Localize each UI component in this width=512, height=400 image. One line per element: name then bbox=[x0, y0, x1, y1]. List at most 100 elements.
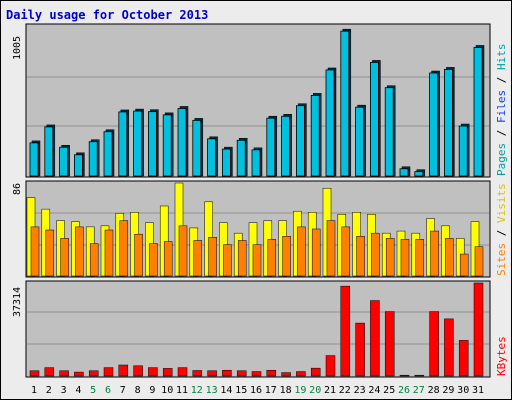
sites-bar bbox=[459, 253, 469, 277]
x-tick-label: 20 bbox=[309, 385, 321, 396]
hits-bar bbox=[133, 110, 143, 177]
kbytes-bar bbox=[444, 318, 454, 377]
x-tick-label: 14 bbox=[220, 385, 232, 396]
hits-bar bbox=[281, 115, 291, 177]
sites-bar bbox=[104, 229, 114, 277]
sites-bar bbox=[282, 236, 291, 277]
kbytes-bar bbox=[355, 322, 365, 377]
svg-text:KBytes: KBytes bbox=[495, 336, 508, 376]
x-tick-label: 1 bbox=[31, 385, 37, 396]
sites-bar bbox=[193, 240, 203, 277]
sites-bar bbox=[178, 225, 188, 277]
sites-bar bbox=[208, 237, 217, 277]
kbytes-bar bbox=[44, 367, 55, 377]
hits-bar bbox=[310, 94, 320, 177]
kbytes-bar bbox=[207, 370, 217, 377]
sites-bar bbox=[326, 220, 336, 277]
hits-bar bbox=[44, 126, 54, 177]
hits-bar bbox=[355, 106, 365, 177]
sites-bar bbox=[30, 226, 40, 277]
sites-bar bbox=[119, 220, 129, 277]
kbytes-bar bbox=[251, 371, 262, 377]
x-tick-label: 25 bbox=[383, 385, 395, 396]
sites-bar bbox=[89, 243, 99, 277]
chart-title: Daily usage for October 2013 bbox=[6, 8, 209, 22]
hits-bar bbox=[74, 154, 83, 177]
legend-files: Files bbox=[495, 90, 508, 123]
sites-bar bbox=[445, 238, 454, 277]
kbytes-bar bbox=[266, 369, 277, 377]
kbytes-bar bbox=[192, 370, 203, 377]
hits-bar bbox=[147, 111, 157, 177]
kbytes-bar bbox=[74, 371, 84, 377]
kbytes-bar bbox=[281, 372, 291, 377]
sites-bar bbox=[267, 239, 277, 277]
kbytes-bar bbox=[29, 370, 40, 377]
visits-ymax-label: 86 bbox=[12, 183, 23, 195]
hits-ymax-label: 1005 bbox=[12, 36, 23, 60]
sites-bar bbox=[400, 239, 410, 277]
hits-bar bbox=[177, 108, 187, 177]
kbytes-bar bbox=[59, 370, 69, 377]
x-tick-label: 15 bbox=[235, 385, 247, 396]
kbytes-bar bbox=[148, 367, 158, 377]
kbytes-bar bbox=[458, 340, 469, 377]
kbytes-bar bbox=[473, 282, 484, 377]
x-tick-label: 17 bbox=[265, 385, 277, 396]
x-tick-label: 13 bbox=[206, 385, 218, 396]
sites-bar bbox=[163, 241, 173, 277]
sites-bar bbox=[237, 240, 247, 277]
kbytes-bar bbox=[310, 367, 321, 377]
hits-bar bbox=[414, 171, 424, 177]
x-tick-label: 2 bbox=[46, 385, 52, 396]
hits-bar bbox=[221, 148, 231, 177]
x-tick-label: 26 bbox=[398, 385, 410, 396]
svg-text:Sites / Visits: Sites / Visits bbox=[495, 183, 508, 276]
hits-bar bbox=[118, 111, 128, 177]
hits-bar bbox=[251, 149, 261, 177]
kbytes-bar bbox=[133, 365, 143, 377]
kbytes-bar bbox=[236, 370, 247, 377]
svg-text:Pages / Files / Hits: Pages / Files / Hits bbox=[495, 44, 508, 177]
hits-bar bbox=[384, 87, 394, 177]
hits-bar bbox=[429, 72, 439, 177]
kbytes-panel bbox=[25, 280, 491, 378]
x-tick-label: 30 bbox=[457, 385, 469, 396]
kbytes-bar bbox=[118, 364, 129, 377]
x-tick-label: 31 bbox=[472, 385, 484, 396]
sites-bar bbox=[252, 244, 262, 277]
kbytes-bar bbox=[429, 311, 439, 377]
hits-bar bbox=[399, 168, 409, 177]
x-tick-label: 9 bbox=[149, 385, 155, 396]
x-tick-label: 6 bbox=[105, 385, 111, 396]
kbytes-bar bbox=[177, 367, 188, 377]
x-tick-label: 12 bbox=[191, 385, 203, 396]
hits-bar bbox=[103, 131, 113, 177]
kbytes-bar bbox=[88, 370, 99, 377]
legend-hits: Hits bbox=[495, 44, 508, 71]
hits-bar bbox=[473, 47, 483, 177]
kbytes-bar bbox=[399, 374, 410, 377]
x-tick-label: 19 bbox=[294, 385, 306, 396]
kbytes-bar bbox=[325, 355, 336, 377]
hits-bar bbox=[266, 117, 276, 177]
x-tick-label: 16 bbox=[250, 385, 262, 396]
kbytes-bar bbox=[370, 300, 380, 377]
hits-bar bbox=[443, 68, 453, 177]
hits-bar bbox=[340, 30, 350, 177]
x-tick-label: 7 bbox=[120, 385, 126, 396]
hits-bar bbox=[236, 139, 246, 177]
sites-bar bbox=[223, 244, 232, 277]
kbytes-ymax-label: 37314 bbox=[12, 287, 23, 317]
sites-bar bbox=[149, 243, 158, 277]
sites-bar bbox=[415, 239, 425, 277]
kbytes-bar bbox=[162, 368, 173, 377]
x-tick-label: 23 bbox=[354, 385, 366, 396]
sites-bar bbox=[45, 229, 55, 277]
x-tick-label: 11 bbox=[176, 385, 188, 396]
legend-kbytes: KBytes bbox=[495, 336, 508, 376]
legend-visits: Visits bbox=[495, 183, 508, 223]
x-tick-label: 18 bbox=[280, 385, 292, 396]
sites-bar bbox=[385, 238, 395, 277]
